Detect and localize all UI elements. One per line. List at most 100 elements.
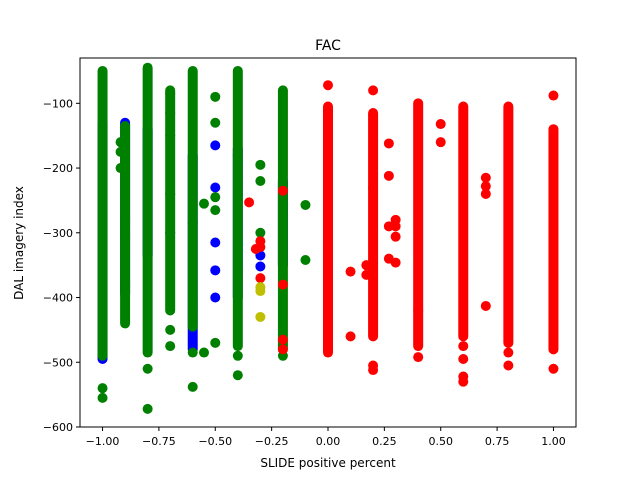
point-column-green-0 [97, 65, 108, 361]
data-point-red-22 [390, 221, 401, 232]
data-point-olive-1 [255, 286, 266, 297]
data-point-green-15 [199, 347, 209, 358]
x-tick-label: −1.00 [86, 435, 120, 448]
data-point-red-9 [323, 80, 333, 91]
point-column-green-4 [187, 65, 198, 332]
y-tick-label: −200 [43, 162, 73, 175]
data-point-red-38 [503, 347, 514, 358]
data-point-blue-17 [255, 261, 266, 272]
data-point-green-20 [210, 337, 221, 348]
data-point-red-37 [480, 300, 491, 311]
data-point-green-18 [210, 192, 221, 203]
data-point-red-3 [255, 273, 266, 284]
data-point-green-11 [165, 88, 176, 99]
x-tick-label: −0.50 [198, 435, 232, 448]
x-tick-label: 0.50 [428, 435, 453, 448]
chart-title: FAC [315, 38, 341, 54]
data-point-green-23 [255, 159, 266, 170]
y-tick-label: −100 [43, 97, 73, 110]
data-points [97, 62, 559, 414]
data-point-green-3 [115, 146, 126, 157]
data-point-red-16 [368, 85, 379, 96]
x-tick-label: 0.25 [372, 435, 397, 448]
data-point-green-29 [300, 254, 311, 265]
data-point-green-12 [187, 347, 198, 358]
point-column-green-1 [120, 120, 131, 329]
data-point-red-17 [368, 182, 379, 193]
data-point-green-8 [165, 341, 176, 352]
data-point-green-10 [165, 108, 176, 119]
data-point-olive-2 [255, 311, 266, 322]
data-point-red-12 [361, 260, 372, 271]
data-point-blue-10 [210, 140, 221, 151]
data-point-red-25 [383, 253, 394, 264]
point-column-red-4 [503, 101, 514, 348]
data-point-red-30 [458, 341, 469, 352]
data-point-red-31 [458, 354, 469, 365]
data-point-red-29 [435, 137, 446, 148]
x-tick-label: 0.75 [485, 435, 510, 448]
data-point-red-35 [480, 181, 491, 192]
data-point-red-39 [503, 360, 514, 371]
data-point-red-4 [250, 243, 261, 254]
data-point-red-27 [413, 305, 424, 316]
data-point-green-7 [165, 324, 176, 335]
point-column-green-6 [277, 85, 288, 355]
point-column-red-0 [323, 101, 333, 358]
data-point-red-36 [480, 188, 491, 199]
point-column-red-2 [413, 98, 424, 352]
x-axis: −1.00 −0.75 −0.50 −0.25 0.00 0.25 0.50 0.75 1.00 [86, 427, 566, 448]
data-point-red-11 [345, 331, 356, 342]
data-point-green-14 [199, 198, 209, 209]
y-axis-label: DAL imagery index [12, 186, 26, 300]
data-point-red-34 [480, 172, 491, 183]
data-point-red-7 [277, 344, 288, 355]
data-point-red-26 [413, 352, 424, 363]
data-point-red-18 [383, 138, 394, 149]
data-point-red-23 [390, 231, 401, 242]
y-axis: −600 −500 −400 −300 −200 −100 [43, 97, 80, 434]
x-tick-label: 0.00 [316, 435, 341, 448]
data-point-green-5 [142, 363, 153, 374]
y-tick-label: −600 [43, 421, 73, 434]
point-column-green-5 [232, 65, 243, 352]
x-tick-label: 1.00 [541, 435, 566, 448]
data-point-green-13 [187, 381, 198, 392]
data-point-blue-11 [210, 182, 221, 193]
data-point-red-19 [383, 170, 394, 181]
data-point-red-10 [345, 266, 356, 277]
data-point-red-41 [548, 363, 559, 374]
y-tick-label: −500 [43, 356, 73, 369]
x-tick-label: −0.25 [255, 435, 289, 448]
x-tick-label: −0.75 [142, 435, 176, 448]
data-point-green-22 [232, 350, 243, 361]
data-point-red-40 [548, 90, 559, 101]
data-point-blue-13 [210, 265, 221, 276]
data-point-red-28 [435, 119, 446, 130]
data-point-red-33 [458, 376, 469, 387]
data-point-green-1 [97, 383, 108, 394]
data-point-green-2 [115, 137, 126, 148]
y-tick-label: −400 [43, 292, 73, 305]
data-point-red-5 [277, 279, 288, 290]
data-point-green-19 [210, 205, 221, 216]
data-point-green-24 [255, 176, 266, 186]
data-point-blue-12 [210, 237, 221, 248]
data-point-green-4 [115, 163, 126, 174]
y-tick-label: −300 [43, 227, 73, 240]
x-axis-label: SLIDE positive percent [260, 456, 396, 470]
point-column-red-5 [548, 124, 559, 355]
data-point-green-17 [210, 117, 221, 128]
data-point-green-28 [300, 199, 311, 210]
data-point-blue-14 [210, 292, 221, 303]
point-column-green-3 [165, 85, 176, 316]
data-point-red-13 [361, 269, 372, 280]
point-column-red-1 [368, 108, 379, 342]
point-column-green-2 [142, 62, 153, 358]
data-point-green-6 [142, 403, 153, 414]
data-point-red-6 [277, 334, 288, 345]
data-point-red-8 [277, 185, 288, 196]
data-point-green-0 [97, 392, 108, 403]
data-point-red-0 [244, 197, 255, 208]
